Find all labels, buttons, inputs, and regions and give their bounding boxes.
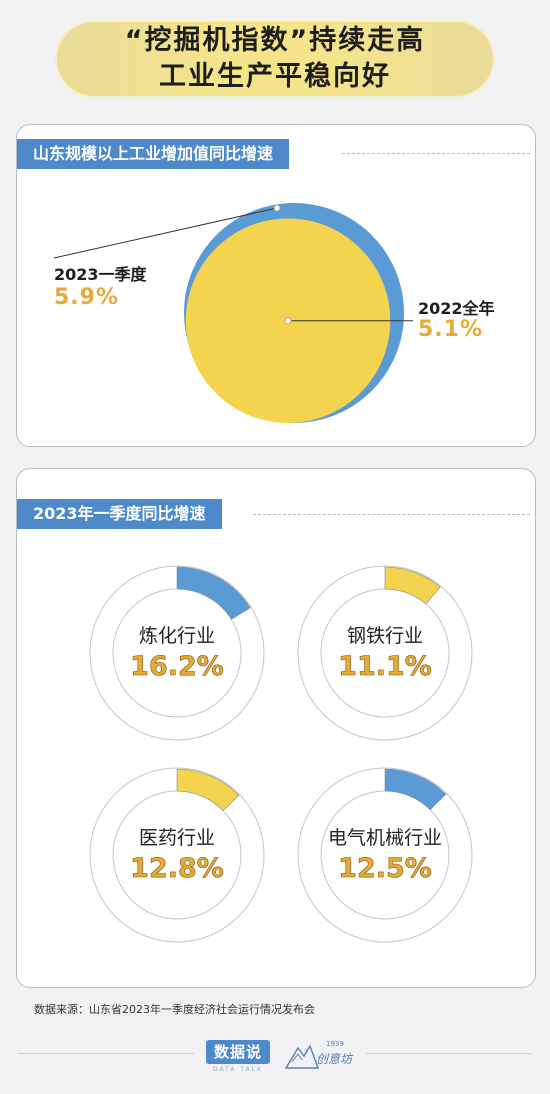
value-2023q1: 5.9%: [54, 285, 120, 310]
donut-label-refining: 炼化行业: [138, 625, 215, 647]
donut-segment: [384, 566, 441, 605]
section-divider: [253, 514, 530, 515]
donut-segment: [176, 566, 251, 620]
donut-segment: [384, 768, 447, 811]
overlap-circle-chart: [53, 203, 413, 423]
leader-line-2023q1: [53, 207, 278, 259]
donut-value-electrical: 12.5%: [338, 853, 432, 885]
donut-label-steel: 钢铁行业: [346, 625, 423, 647]
title-banner: “挖掘机指数”持续走高 工业生产平稳向好: [55, 20, 495, 98]
page-title-line-2: 工业生产平稳向好: [159, 61, 391, 92]
marker-dot-2023q1: [273, 204, 281, 212]
mountain-icon: [284, 1044, 319, 1069]
footer-divider-right: [366, 1053, 532, 1054]
label-2023q1: 2023一季度: [54, 265, 147, 284]
footer-divider-left: [18, 1053, 194, 1054]
section-divider: [342, 153, 530, 154]
section-heading-industry: 2023年一季度同比增速: [17, 499, 222, 529]
donut-value-refining: 16.2%: [130, 651, 224, 683]
data-source-note: 数据来源：山东省2023年一季度经济社会运行情况发布会: [34, 1003, 315, 1016]
brand-logo-subtitle: DATA TALK: [213, 1066, 263, 1073]
partner-year: 1939: [326, 1040, 344, 1048]
donut-electrical: 电气机械行业 12.5%: [297, 767, 473, 943]
donut-value-steel: 11.1%: [338, 651, 432, 683]
value-2022-year: 5.1%: [418, 317, 484, 342]
section-heading-overall: 山东规模以上工业增加值同比增速: [17, 139, 290, 169]
overall-growth-panel: 山东规模以上工业增加值同比增速 2023一季度 5.9% 2022全年 5.1%: [16, 124, 536, 447]
donut-pharma: 医药行业 12.8%: [89, 767, 265, 943]
donut-label-pharma: 医药行业: [138, 827, 215, 849]
donut-value-pharma: 12.8%: [130, 853, 224, 885]
label-2022-year: 2022全年: [418, 299, 495, 318]
donut-segment: [176, 768, 240, 812]
donut-refining: 炼化行业 16.2%: [89, 565, 265, 741]
partner-logo: 创意坊: [316, 1052, 353, 1066]
donut-label-electrical: 电气机械行业: [327, 827, 442, 849]
brand-logo: 数据说: [206, 1040, 270, 1064]
donut-steel: 钢铁行业 11.1%: [297, 565, 473, 741]
industry-growth-panel: 2023年一季度同比增速 炼化行业 16.2% 钢铁行业 11.1% 医药行业 …: [16, 468, 536, 988]
marker-dot-2022-year: [284, 317, 292, 325]
page-title-line-1: “挖掘机指数”持续走高: [124, 25, 426, 56]
